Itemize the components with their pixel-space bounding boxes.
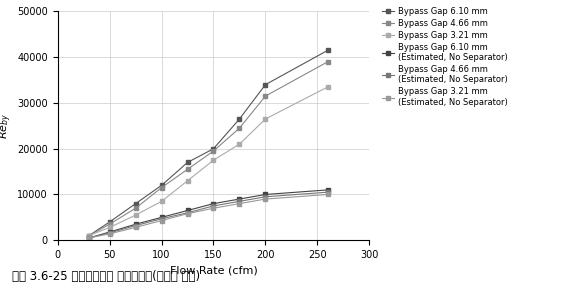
Legend: Bypass Gap 6.10 mm, Bypass Gap 4.66 mm, Bypass Gap 3.21 mm, Bypass Gap 6.10 mm
(: Bypass Gap 6.10 mm, Bypass Gap 4.66 mm, … xyxy=(382,7,508,107)
Text: 그림 3.6-25 우회유로에서 레이놀즈수(유량계 제거): 그림 3.6-25 우회유로에서 레이놀즈수(유량계 제거) xyxy=(12,270,200,283)
X-axis label: Flow Rate (cfm): Flow Rate (cfm) xyxy=(170,265,257,275)
Y-axis label: $Re_{by}$: $Re_{by}$ xyxy=(0,113,14,139)
